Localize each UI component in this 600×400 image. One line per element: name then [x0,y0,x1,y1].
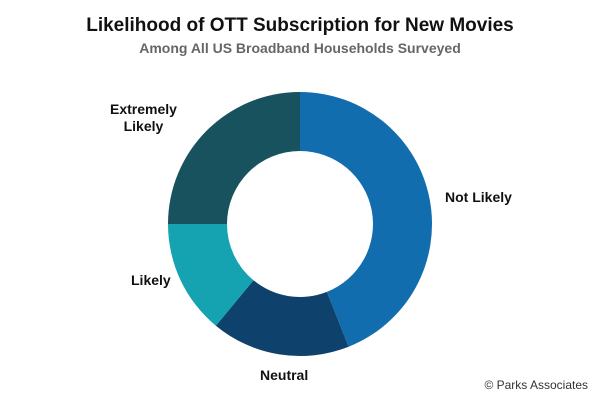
slice-not-likely [300,92,432,347]
label-extremely-likely: Extremely Likely [110,101,177,135]
label-extremely-likely-line2: Likely [123,118,164,134]
slice-likely [168,224,254,326]
chart-subtitle: Among All US Broadband Households Survey… [139,40,461,56]
label-likely: Likely [131,272,171,288]
slice-neutral [215,280,349,356]
label-neutral: Neutral [260,367,309,383]
credit: © Parks Associates [484,378,588,392]
slice-extremely-likely [168,92,300,224]
label-not-likely: Not Likely [445,189,512,205]
label-extremely-likely-line1: Extremely [110,101,177,117]
chart-title: Likelihood of OTT Subscription for New M… [86,15,514,36]
